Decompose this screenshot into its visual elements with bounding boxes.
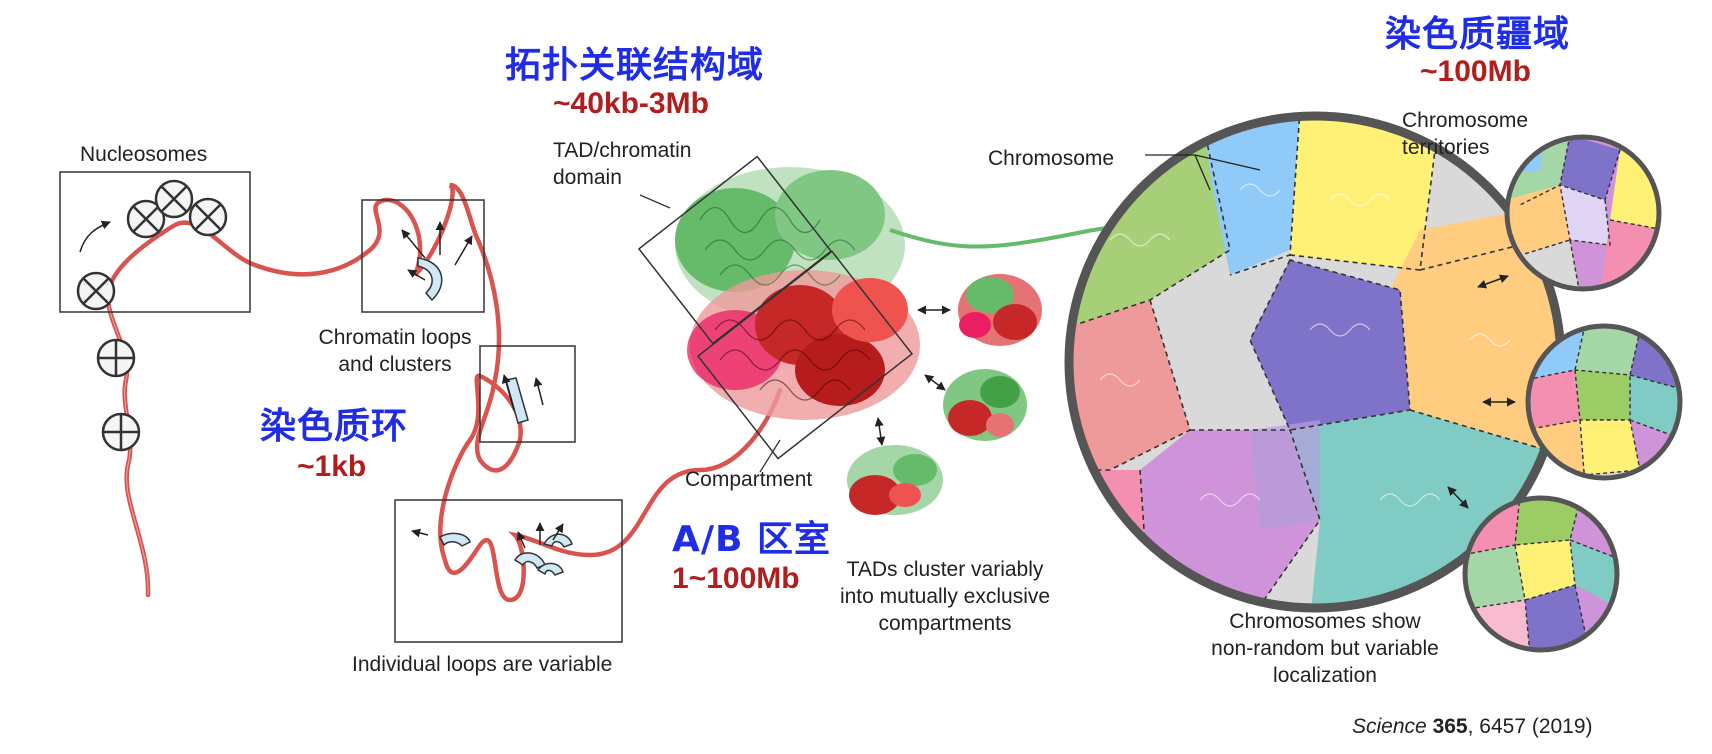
label-tads-cluster-line1: TADs cluster variably [846, 558, 1044, 581]
label-nucleosomes: Nucleosomes [80, 143, 208, 166]
loop-box-3 [394, 499, 623, 643]
label-tads-cluster-line3: compartments [878, 612, 1012, 635]
citation-volume: 365 [1432, 715, 1468, 738]
label-chromosomes-show: Chromosomes show non-random but variable… [1175, 608, 1475, 689]
annotation-compartment-size: 1~100Mb [672, 562, 800, 595]
annotation-loop-size: ~1kb [297, 450, 367, 483]
annotation-territory-size: ~100Mb [1420, 55, 1531, 88]
tad-compartment-blob [637, 155, 920, 460]
loop-box-2 [479, 345, 576, 443]
label-individual-loops: Individual loops are variable [352, 653, 613, 676]
annotation-tad-size: ~40kb-3Mb [553, 87, 709, 120]
label-tads-cluster: TADs cluster variably into mutually excl… [820, 556, 1070, 637]
nucleosome-icons [76, 179, 228, 452]
label-tad: TAD/chromatin domain [553, 137, 691, 191]
annotation-territory-cn: 染色质疆域 [1385, 14, 1571, 55]
label-show-line3: localization [1273, 664, 1377, 687]
nucleosome-box [59, 171, 251, 313]
citation: Science 365, 6457 (2019) [1352, 715, 1593, 739]
citation-journal: Science [1352, 715, 1427, 738]
label-chromatin-loops-line1: Chromatin loops [318, 326, 472, 349]
annotation-tad-cn: 拓扑关联结构域 [505, 45, 765, 86]
annotation-loop-cn: 染色质环 [260, 406, 409, 447]
label-chromatin-loops-line2: and clusters [338, 353, 452, 376]
cohesin-rings [417, 257, 573, 576]
label-chromatin-loops: Chromatin loops and clusters [280, 324, 510, 378]
label-chromosome-territories: Chromosome territories [1402, 107, 1528, 161]
label-tad-line2: domain [553, 166, 622, 189]
small-nucleus-3 [1465, 498, 1617, 650]
citation-rest: , 6457 (2019) [1467, 715, 1593, 738]
label-tad-line1: TAD/chromatin [553, 139, 692, 162]
label-compartment: Compartment [685, 468, 813, 491]
label-show-line2: non-random but variable [1211, 637, 1439, 660]
label-territories-line1: Chromosome [1402, 109, 1529, 132]
loop-box-1 [361, 199, 485, 313]
label-chromosome: Chromosome [988, 147, 1115, 170]
label-show-line1: Chromosomes show [1229, 610, 1421, 633]
tad-clusters [847, 274, 1042, 515]
label-tads-cluster-line2: into mutually exclusive [839, 585, 1051, 608]
annotation-compartment-cn: A/B 区室 [672, 519, 831, 560]
label-territories-line2: territories [1402, 136, 1490, 159]
